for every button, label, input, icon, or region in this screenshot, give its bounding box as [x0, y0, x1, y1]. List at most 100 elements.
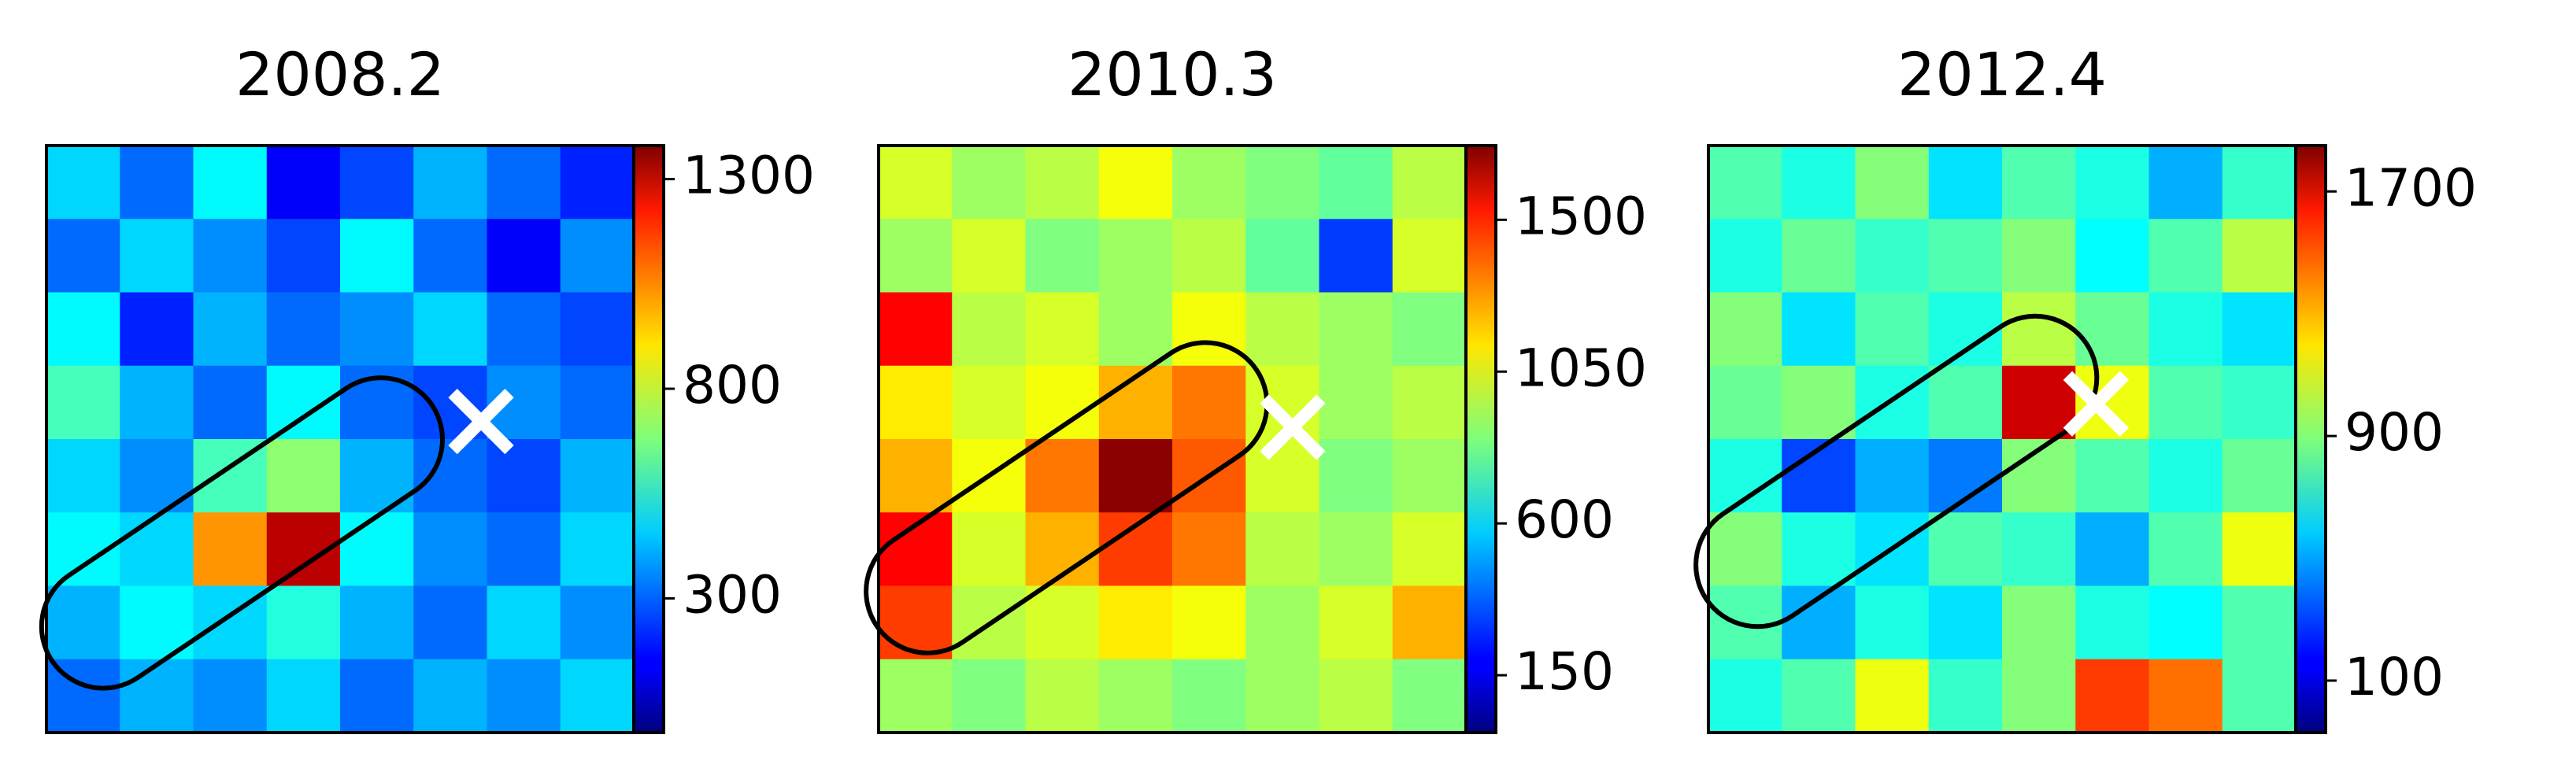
heatmap-cell: [413, 292, 487, 367]
region-outline: [1693, 313, 2100, 629]
heatmap-cell: [1708, 585, 1782, 660]
heatmap-cell: [120, 439, 194, 513]
heatmap-cell: [1172, 659, 1246, 733]
heatmap-cell: [266, 292, 341, 367]
colorbar-tick-label: 100: [2345, 647, 2444, 707]
heatmap-cell: [1392, 439, 1467, 513]
heatmap-cell: [952, 219, 1026, 293]
heatmap-cell: [1098, 439, 1173, 513]
heatmap-cell: [193, 365, 268, 440]
heatmap-cell: [560, 439, 635, 513]
heatmap-cell: [1928, 219, 2003, 293]
heatmap-cell: [952, 292, 1026, 367]
heatmap-cell: [340, 659, 414, 733]
heatmap-cell: [120, 659, 194, 733]
heatmap-cell: [1098, 585, 1173, 660]
heatmap-cell: [1928, 512, 2003, 586]
panel-title: 2008.2: [235, 39, 445, 109]
heatmap-cell: [1319, 292, 1393, 367]
heatmap-cell: [340, 585, 414, 660]
heatmap-cell: [1319, 659, 1393, 733]
heatmap-cell: [1782, 512, 1856, 586]
heatmap-cell: [560, 512, 635, 586]
heatmap-cell: [1245, 219, 1319, 293]
heatmap-cell: [413, 439, 487, 513]
heatmap-cell: [2002, 219, 2076, 293]
heatmap-cell: [1319, 365, 1393, 440]
heatmap-cell: [1708, 659, 1782, 733]
heatmap-cell: [879, 365, 953, 440]
heatmap-cell: [266, 439, 341, 513]
heatmap-cell: [952, 659, 1026, 733]
heatmap-cell: [952, 146, 1026, 220]
heatmap-cell: [1708, 365, 1782, 440]
heatmap-cell: [266, 219, 341, 293]
heatmap-cell: [1855, 219, 1930, 293]
colorbar: [2294, 144, 2327, 734]
heatmap-cell: [879, 439, 953, 513]
heatmap-cell: [46, 585, 120, 660]
heatmap-cell: [2075, 585, 2149, 660]
heatmap-cell: [2149, 365, 2223, 440]
heatmap-cell: [1319, 512, 1393, 586]
heatmap-cell: [952, 365, 1026, 440]
heatmap-cell: [120, 146, 194, 220]
heatmap-cell: [1708, 439, 1782, 513]
heatmap-cell: [1782, 292, 1856, 367]
heatmap-cell: [560, 585, 635, 660]
heatmap-cell: [1392, 365, 1467, 440]
heatmap-cell: [46, 146, 120, 220]
heatmap-cell: [1319, 439, 1393, 513]
heatmap-cell: [2075, 512, 2149, 586]
heatmap-cell: [879, 292, 953, 367]
heatmap-cell: [879, 585, 953, 660]
heatmap-cell: [413, 219, 487, 293]
colorbar-tick-label: 300: [683, 565, 782, 626]
heatmap-cell: [2149, 219, 2223, 293]
heatmap-cell: [46, 365, 120, 440]
heatmap-cell: [2222, 292, 2297, 367]
heatmap-cell: [1098, 146, 1173, 220]
heatmap-cell: [340, 292, 414, 367]
heatmap-cell: [46, 219, 120, 293]
heatmap-cell: [1392, 146, 1467, 220]
heatmap-cell: [266, 146, 341, 220]
colorbar-tick-label: 1050: [1515, 338, 1647, 398]
heatmap-cell: [1392, 512, 1467, 586]
heatmap-cell: [1098, 659, 1173, 733]
heatmap-cell: [340, 146, 414, 220]
heatmap-cell: [120, 292, 194, 367]
heatmap-cell: [2149, 439, 2223, 513]
heatmap-cell: [2222, 439, 2297, 513]
heatmap-cell: [560, 659, 635, 733]
heatmap-cell: [1025, 146, 1100, 220]
heatmap-cell: [2222, 219, 2297, 293]
heatmap-cell: [2149, 659, 2223, 733]
heatmap-cell: [413, 512, 487, 586]
heatmap-cell: [2075, 146, 2149, 220]
heatmap-cell: [46, 439, 120, 513]
heatmap-cell: [560, 219, 635, 293]
heatmap-cell: [1855, 146, 1930, 220]
heatmap-cell: [1172, 512, 1246, 586]
heatmap-cell: [193, 512, 268, 586]
heatmap-cell: [2149, 512, 2223, 586]
heatmap-cell: [2075, 659, 2149, 733]
position-marker: [2063, 371, 2130, 437]
heatmap-cell: [2002, 659, 2076, 733]
heatmap-cell: [1172, 585, 1246, 660]
heatmap-cell: [1245, 585, 1319, 660]
heatmap-cell: [1172, 146, 1246, 220]
heatmap-cell: [1245, 146, 1319, 220]
heatmap-cell: [1172, 365, 1246, 440]
heatmap-cell: [193, 146, 268, 220]
region-outline: [39, 375, 446, 691]
heatmap-cell: [1098, 292, 1173, 367]
heatmap-cell: [2149, 292, 2223, 367]
heatmap-cell: [1025, 585, 1100, 660]
colorbar-tick-label: 1300: [683, 146, 815, 206]
heatmap-cell: [1928, 146, 2003, 220]
heatmap-cell: [560, 146, 635, 220]
region-outline: [864, 340, 1270, 655]
